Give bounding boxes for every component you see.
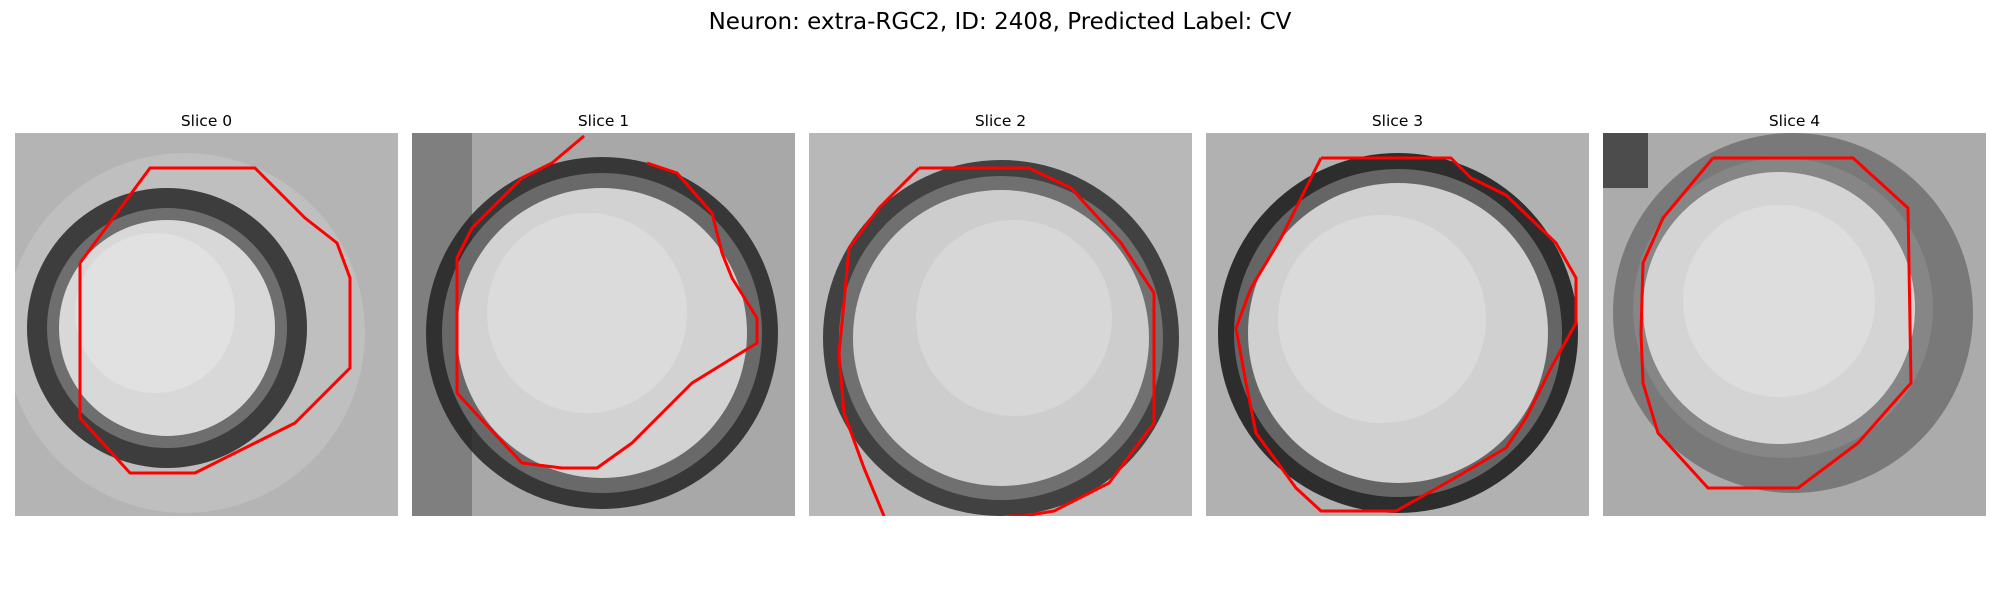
slice-title-1: Slice 1 [412,110,795,132]
slice-panel-1: Slice 1 [412,110,795,516]
slice-title-4: Slice 4 [1603,110,1986,132]
slice-image-1 [412,133,795,516]
slice-panel-3: Slice 3 [1206,110,1589,516]
slice-image-0 [15,133,398,516]
slice-title-0: Slice 0 [15,110,398,132]
slice-panel-0: Slice 0 [15,110,398,516]
slice-panel-2: Slice 2 [809,110,1192,516]
slice-image-3 [1206,133,1589,516]
slice-image-4 [1603,133,1986,516]
slice-panel-4: Slice 4 [1603,110,1986,516]
slice-image-2 [809,133,1192,516]
figure-title: Neuron: extra-RGC2, ID: 2408, Predicted … [0,6,2000,38]
slice-title-3: Slice 3 [1206,110,1589,132]
slice-title-2: Slice 2 [809,110,1192,132]
